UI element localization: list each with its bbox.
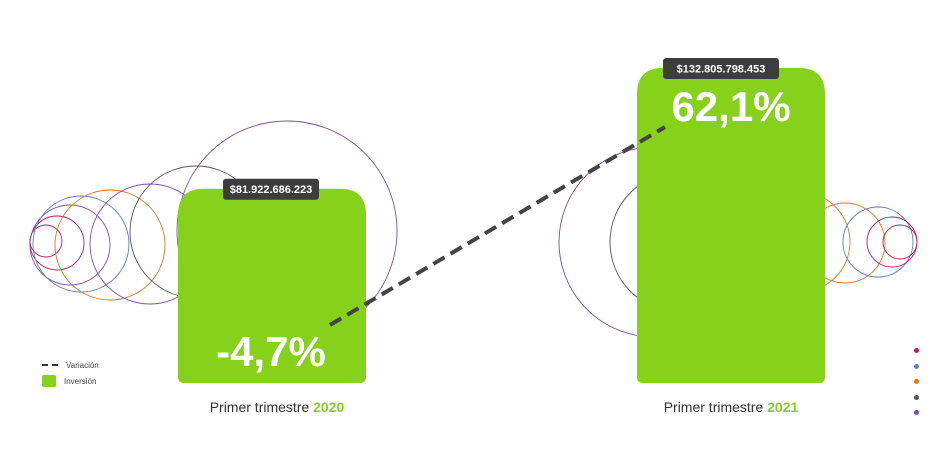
bar-2021	[637, 68, 825, 383]
variation-line	[328, 125, 667, 327]
category-label-2020: Primer trimestre 2020	[210, 399, 345, 415]
category-year: 2020	[313, 399, 344, 415]
decor-ring	[29, 204, 111, 286]
legend-label-variacion: Variación	[66, 360, 99, 370]
variation-label-2020: -4,7%	[216, 328, 326, 375]
decor-ring	[29, 215, 85, 271]
legend-item-variacion: Variación	[42, 358, 99, 372]
color-dot-orange	[914, 379, 919, 384]
decor-ring	[866, 216, 918, 268]
legend-item-inversion: Inversión	[42, 374, 99, 388]
color-dot-dark	[914, 394, 919, 400]
category-label-2021: Primer trimestre 2021	[664, 399, 799, 415]
category-prefix: Primer trimestre	[210, 399, 313, 415]
color-dot-purple	[914, 410, 919, 415]
value-label-2021: $132.805.798.453	[677, 64, 766, 76]
category-prefix: Primer trimestre	[664, 399, 767, 415]
color-dot-crimson	[914, 348, 919, 353]
labels-group: $81.922.686.223 $132.805.798.453 -4,7% 62,1…	[210, 58, 799, 415]
bars-group	[178, 68, 825, 383]
legend: Variación Inversión	[42, 358, 99, 390]
variation-label-2021: 62,1%	[671, 83, 790, 130]
value-tooltip-2020	[223, 178, 319, 200]
value-tooltip-2021	[663, 58, 779, 80]
legend-dash-marker	[42, 364, 58, 366]
bar-2020	[178, 188, 366, 383]
decor-ring	[54, 189, 166, 301]
decor-ring	[882, 224, 918, 260]
legend-label-inversion: Inversión	[64, 376, 97, 386]
decor-ring	[842, 206, 914, 278]
color-dot-blue	[914, 363, 919, 369]
color-dot-list	[914, 348, 919, 426]
value-label-2020: $81.922.686.223	[230, 184, 313, 196]
category-year: 2021	[767, 399, 798, 415]
legend-box-marker	[42, 375, 56, 387]
